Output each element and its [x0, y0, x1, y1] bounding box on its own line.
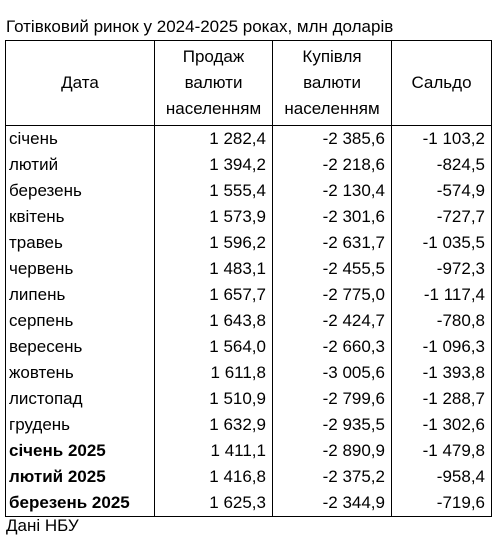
table-row: грудень 1 632,9 -2 935,5 -1 302,6 [5, 412, 492, 438]
table-row: листопад 1 510,9 -2 799,6 -1 288,7 [5, 386, 492, 412]
table-header: Дата Продаж валюти населенням Купівля ва… [5, 40, 492, 126]
table-row: жовтень 1 611,8 -3 005,6 -1 393,8 [5, 360, 492, 386]
sale-cell: 1 643,8 [154, 308, 273, 334]
column-header-purchase: Купівля валюти населенням [272, 40, 392, 126]
balance-cell: -1 288,7 [391, 386, 492, 412]
sale-cell: 1 416,8 [154, 464, 273, 490]
purchase-cell: -2 935,5 [272, 412, 392, 438]
purchase-cell: -2 385,6 [272, 125, 392, 152]
purchase-cell: -2 631,7 [272, 230, 392, 256]
purchase-cell: -2 799,6 [272, 386, 392, 412]
column-header-purchase-line: Купівля [302, 47, 362, 66]
source-note: Дані НБУ [6, 516, 79, 535]
cash-market-table: Дата Продаж валюти населенням Купівля ва… [5, 40, 492, 517]
sale-cell: 1 483,1 [154, 256, 273, 282]
balance-cell: -1 103,2 [391, 125, 492, 152]
date-cell: лютий [5, 152, 155, 178]
date-cell: січень 2025 [5, 438, 155, 464]
date-cell: квітень [5, 204, 155, 230]
date-cell: травеь [5, 230, 155, 256]
sale-cell: 1 282,4 [154, 125, 273, 152]
purchase-cell: -2 375,2 [272, 464, 392, 490]
table-row: квітень 1 573,9 -2 301,6 -727,7 [5, 204, 492, 230]
sale-cell: 1 510,9 [154, 386, 273, 412]
purchase-cell: -2 660,3 [272, 334, 392, 360]
sale-cell: 1 611,8 [154, 360, 273, 386]
date-cell: січень [5, 125, 155, 152]
balance-cell: -574,9 [391, 178, 492, 204]
balance-cell: -972,3 [391, 256, 492, 282]
balance-cell: -1 302,6 [391, 412, 492, 438]
date-cell: лютий 2025 [5, 464, 155, 490]
date-cell: листопад [5, 386, 155, 412]
table-row: липень 1 657,7 -2 775,0 -1 117,4 [5, 282, 492, 308]
sale-cell: 1 657,7 [154, 282, 273, 308]
column-header-date-label: Дата [61, 73, 99, 92]
table-row: серпень 1 643,8 -2 424,7 -780,8 [5, 308, 492, 334]
sale-cell: 1 394,2 [154, 152, 273, 178]
date-cell: березень 2025 [5, 490, 155, 517]
column-header-purchase-line: населенням [284, 99, 380, 118]
table-row: березень 1 555,4 -2 130,4 -574,9 [5, 178, 492, 204]
date-cell: грудень [5, 412, 155, 438]
table-row: січень 2025 1 411,1 -2 890,9 -1 479,8 [5, 438, 492, 464]
date-cell: липень [5, 282, 155, 308]
balance-cell: -1 117,4 [391, 282, 492, 308]
purchase-cell: -2 775,0 [272, 282, 392, 308]
purchase-cell: -2 890,9 [272, 438, 392, 464]
date-cell: серпень [5, 308, 155, 334]
table-row: травеь 1 596,2 -2 631,7 -1 035,5 [5, 230, 492, 256]
column-header-date: Дата [5, 40, 155, 126]
balance-cell: -958,4 [391, 464, 492, 490]
balance-cell: -719,6 [391, 490, 492, 517]
table-row: березень 2025 1 625,3 -2 344,9 -719,6 [5, 490, 492, 517]
table-row: вересень 1 564,0 -2 660,3 -1 096,3 [5, 334, 492, 360]
page-title: Готівковий ринок у 2024-2025 роках, млн … [6, 17, 394, 36]
column-header-sale-line: населенням [165, 99, 262, 118]
table-row: лютий 2025 1 416,8 -2 375,2 -958,4 [5, 464, 492, 490]
balance-cell: -727,7 [391, 204, 492, 230]
sale-cell: 1 632,9 [154, 412, 273, 438]
sale-cell: 1 564,0 [154, 334, 273, 360]
column-header-sale-line: Продаж [182, 47, 245, 66]
column-header-sale: Продаж валюти населенням [154, 40, 273, 126]
balance-cell: -780,8 [391, 308, 492, 334]
balance-cell: -1 393,8 [391, 360, 492, 386]
sale-cell: 1 596,2 [154, 230, 273, 256]
column-header-sale-line: валюти [184, 73, 243, 92]
balance-cell: -1 479,8 [391, 438, 492, 464]
table-row: січень 1 282,4 -2 385,6 -1 103,2 [5, 125, 492, 152]
sale-cell: 1 555,4 [154, 178, 273, 204]
purchase-cell: -2 344,9 [272, 490, 392, 517]
purchase-cell: -2 455,5 [272, 256, 392, 282]
purchase-cell: -2 218,6 [272, 152, 392, 178]
purchase-cell: -2 424,7 [272, 308, 392, 334]
column-header-balance-label: Сальдо [411, 73, 472, 92]
date-cell: жовтень [5, 360, 155, 386]
date-cell: березень [5, 178, 155, 204]
table-row: червень 1 483,1 -2 455,5 -972,3 [5, 256, 492, 282]
balance-cell: -1 096,3 [391, 334, 492, 360]
column-header-purchase-line: валюти [303, 73, 361, 92]
balance-cell: -1 035,5 [391, 230, 492, 256]
table-row: лютий 1 394,2 -2 218,6 -824,5 [5, 152, 492, 178]
sale-cell: 1 411,1 [154, 438, 273, 464]
balance-cell: -824,5 [391, 152, 492, 178]
sale-cell: 1 573,9 [154, 204, 273, 230]
header-row: Дата Продаж валюти населенням Купівля ва… [5, 40, 492, 126]
table-body: січень 1 282,4 -2 385,6 -1 103,2 лютий 1 394,… [5, 125, 492, 517]
date-cell: вересень [5, 334, 155, 360]
purchase-cell: -3 005,6 [272, 360, 392, 386]
purchase-cell: -2 130,4 [272, 178, 392, 204]
column-header-balance: Сальдо [391, 40, 492, 126]
sale-cell: 1 625,3 [154, 490, 273, 517]
purchase-cell: -2 301,6 [272, 204, 392, 230]
date-cell: червень [5, 256, 155, 282]
